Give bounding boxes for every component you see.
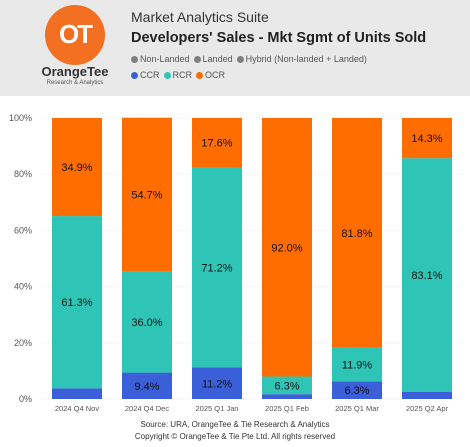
data-label: 6.3% bbox=[274, 380, 299, 392]
y-tick-label: 40% bbox=[14, 282, 32, 292]
y-tick-label: 100% bbox=[9, 113, 32, 123]
data-label: 71.2% bbox=[201, 262, 232, 274]
bar-segment-rcr bbox=[122, 271, 172, 373]
legend-label: OCR bbox=[205, 70, 225, 80]
legend-item-landed[interactable]: Landed bbox=[193, 54, 233, 64]
bar-segment-ccr bbox=[192, 367, 242, 399]
x-tick-label: 2025 Q2 Apr bbox=[406, 404, 449, 413]
legend-label: RCR bbox=[172, 70, 193, 80]
legend-dot-icon bbox=[131, 55, 138, 63]
x-tick-label: 2024 Q4 Nov bbox=[55, 404, 99, 413]
legend-label: Non-Landed bbox=[140, 54, 190, 64]
legend-item-non-landed[interactable]: Non-Landed bbox=[131, 54, 190, 64]
legend-property-type: Non-Landed Landed Hybrid (Non-landed + L… bbox=[131, 54, 371, 64]
y-tick-label: 0% bbox=[19, 394, 32, 404]
x-tick-label: 2025 Q1 Mar bbox=[335, 404, 379, 413]
footer-copyright: Copyright © OrangeTee & Tie Pte Ltd. All… bbox=[134, 432, 336, 441]
data-label: 54.7% bbox=[131, 190, 162, 202]
legend-dot-icon bbox=[196, 71, 203, 79]
data-label: 61.3% bbox=[61, 297, 92, 309]
legend-label: CCR bbox=[140, 70, 160, 80]
bar-segment-ccr bbox=[52, 388, 102, 399]
brand-subtitle: Research & Analytics bbox=[46, 80, 104, 86]
y-tick-label: 60% bbox=[14, 225, 32, 235]
bar-segment-rcr bbox=[332, 347, 382, 382]
bar-segment-ocr bbox=[52, 118, 102, 217]
bar-segment-ocr bbox=[332, 118, 382, 348]
bar-segment-ocr bbox=[262, 118, 312, 377]
legend-dot-icon bbox=[131, 71, 138, 79]
legend-item-ccr[interactable]: CCR bbox=[131, 70, 160, 80]
legend-item-hybrid[interactable]: Hybrid (Non-landed + Landed) bbox=[236, 54, 367, 64]
legend-label: Hybrid (Non-landed + Landed) bbox=[245, 54, 367, 64]
legend-dot-icon bbox=[193, 55, 201, 63]
data-label: 11.2% bbox=[202, 378, 233, 390]
data-label: 6.3% bbox=[344, 385, 369, 397]
data-label: 11.9% bbox=[342, 360, 373, 372]
footer-source: Source: URA, OrangeTee & Tie Research & … bbox=[140, 420, 330, 429]
stacked-bar-chart: 0% 20% 40% 60% 80% 100% 61.3% 34.9% 2024 Q4 Nov 9… bbox=[9, 113, 462, 413]
x-tick-label: 2024 Q4 Dec bbox=[125, 404, 169, 413]
data-label: 83.1% bbox=[411, 270, 442, 282]
bar-segment-rcr bbox=[262, 376, 312, 395]
y-tick-label: 20% bbox=[14, 338, 32, 348]
legend-dot-icon bbox=[236, 55, 244, 63]
x-tick-label: 2025 Q1 Jan bbox=[196, 404, 239, 413]
data-label: 81.8% bbox=[341, 228, 372, 240]
legend-item-ocr[interactable]: OCR bbox=[196, 70, 225, 80]
bar-segment-ocr bbox=[122, 117, 172, 272]
data-label: 9.4% bbox=[134, 381, 159, 393]
bar-segment-rcr bbox=[52, 216, 102, 389]
chart-title: Developers' Sales - Mkt Sgmt of Units So… bbox=[131, 30, 427, 46]
bar-segment-rcr bbox=[192, 167, 242, 368]
data-label: 36.0% bbox=[131, 317, 162, 329]
data-label: 34.9% bbox=[61, 162, 92, 174]
orangetee-logo: OT bbox=[45, 5, 105, 65]
x-tick-label: 2025 Q1 Feb bbox=[265, 404, 309, 413]
bar-segment-ccr bbox=[402, 391, 452, 399]
legend-dot-icon bbox=[163, 71, 171, 79]
bar-segment-ccr bbox=[332, 381, 382, 399]
suite-title: Market Analytics Suite bbox=[131, 9, 269, 25]
bar-segment-ccr bbox=[262, 394, 312, 399]
legend-market-segment: CCR RCR OCR bbox=[131, 70, 229, 80]
y-tick-label: 80% bbox=[14, 169, 32, 179]
bar-segment-ccr bbox=[122, 372, 172, 399]
brand-name: OrangeTee bbox=[41, 64, 109, 79]
legend-item-rcr[interactable]: RCR bbox=[163, 70, 193, 80]
legend-label: Landed bbox=[202, 54, 233, 64]
bar-segment-rcr bbox=[402, 158, 452, 392]
data-label: 14.3% bbox=[411, 133, 442, 145]
bar-segment-ocr bbox=[402, 118, 452, 159]
bar-segment-ocr bbox=[192, 118, 242, 168]
logo-mark: OT bbox=[58, 19, 93, 49]
header: OT OrangeTee Research & Analytics Market… bbox=[0, 0, 470, 96]
data-label: 92.0% bbox=[271, 242, 302, 254]
data-label: 17.6% bbox=[201, 138, 232, 150]
